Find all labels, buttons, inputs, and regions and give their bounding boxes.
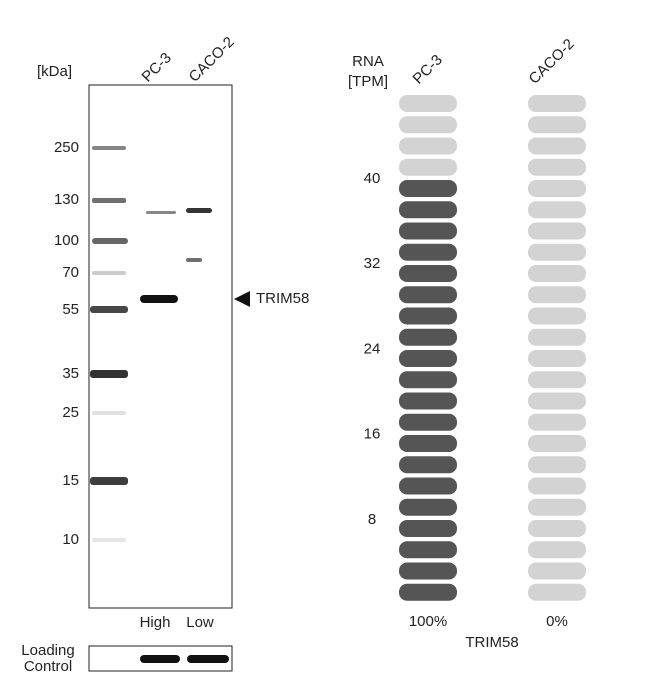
- scale-label: 32: [364, 255, 381, 272]
- rna-pill: [528, 498, 586, 516]
- loading-band: [187, 655, 229, 663]
- rna-pill: [399, 392, 457, 410]
- cell-line-label: CACO-2: [526, 36, 578, 88]
- rna-pill: [399, 307, 457, 325]
- loading-label: Control: [24, 658, 72, 675]
- rna-pill: [399, 265, 457, 282]
- rna-unit: [TPM]: [348, 73, 388, 90]
- rna-pill: [528, 477, 586, 495]
- rna-pill: [399, 95, 457, 112]
- rna-pill: [528, 265, 586, 282]
- scale-label: 16: [364, 426, 381, 443]
- marker-label: 25: [62, 404, 79, 421]
- marker-label: 10: [62, 531, 79, 548]
- arrow: [234, 291, 250, 307]
- rna-pill: [399, 350, 457, 367]
- rna-pill: [399, 562, 457, 580]
- rna-pill: [528, 413, 586, 431]
- percentage: 0%: [546, 613, 568, 630]
- rna-pill: [528, 137, 586, 155]
- rna-pill: [528, 328, 586, 346]
- rna-pill: [528, 456, 586, 474]
- blot-frame: [88, 84, 233, 609]
- rna-pill: [399, 413, 457, 431]
- rna-pill: [399, 286, 457, 304]
- marker-label: 130: [54, 191, 79, 208]
- rna-pill: [528, 583, 586, 601]
- rna-pill: [528, 222, 586, 240]
- rna-pill: [399, 477, 457, 495]
- gene-label: TRIM58: [465, 634, 518, 651]
- scale-label: 8: [368, 511, 376, 528]
- scale-label: 40: [364, 170, 381, 187]
- rna-pill: [528, 286, 586, 304]
- rna-pill: [399, 435, 457, 452]
- rna-pill: [399, 541, 457, 559]
- lane-level: High: [140, 614, 171, 631]
- rna-pill: [399, 328, 457, 346]
- rna-pill: [399, 201, 457, 219]
- rna-pill: [399, 456, 457, 474]
- loading-label: Loading: [21, 642, 74, 659]
- rna-pill: [399, 243, 457, 261]
- rna-pill: [528, 95, 586, 112]
- rna-pill: [528, 116, 586, 134]
- marker-label: 55: [62, 301, 79, 318]
- lane-label: CACO-2: [186, 34, 238, 86]
- loading-band: [140, 655, 180, 663]
- rna-pill: [528, 392, 586, 410]
- marker-label: 15: [62, 472, 79, 489]
- lane-label: PC-3: [139, 49, 175, 85]
- rna-pill: [399, 222, 457, 240]
- lane-level: Low: [186, 614, 214, 631]
- ladder: [90, 146, 128, 542]
- rna-pill: [528, 371, 586, 389]
- marker-label: 250: [54, 139, 79, 156]
- rna-pill: [528, 201, 586, 219]
- rna-pill: [399, 116, 457, 134]
- marker-label: 70: [62, 264, 79, 281]
- target-label: TRIM58: [256, 290, 309, 307]
- scale-label: 24: [364, 340, 381, 357]
- marker-label: 100: [54, 232, 79, 249]
- rna-pill: [528, 562, 586, 580]
- rna-pill: [528, 158, 586, 176]
- rna-title: RNA: [352, 53, 384, 70]
- percentage: 100%: [409, 613, 447, 630]
- rna-pill: [528, 435, 586, 452]
- unit-label: [kDa]: [37, 63, 72, 80]
- rna-pill: [528, 180, 586, 197]
- rna-pill: [399, 583, 457, 601]
- rna-pill: [528, 541, 586, 559]
- rna-pill: [399, 137, 457, 155]
- cell-line-label: PC-3: [410, 51, 446, 87]
- rna-pill: [528, 350, 586, 367]
- bands: [140, 208, 212, 303]
- rna-pill: [399, 158, 457, 176]
- marker-label: 35: [62, 365, 79, 382]
- rna-pill: [399, 520, 457, 537]
- rna-pill: [528, 307, 586, 325]
- rna-pill: [399, 180, 457, 197]
- rna-pill: [528, 243, 586, 261]
- rna-pill: [528, 520, 586, 537]
- rna-pill: [399, 371, 457, 389]
- rna-pill: [399, 498, 457, 516]
